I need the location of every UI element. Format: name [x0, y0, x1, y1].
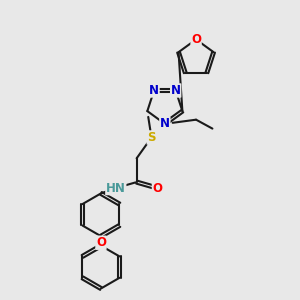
Text: N: N — [171, 84, 181, 97]
Text: S: S — [147, 131, 156, 144]
Text: N: N — [149, 84, 159, 97]
Text: O: O — [96, 236, 106, 249]
Text: O: O — [191, 33, 201, 46]
Text: N: N — [160, 117, 170, 130]
Text: O: O — [152, 182, 162, 194]
Text: HN: HN — [106, 182, 126, 194]
